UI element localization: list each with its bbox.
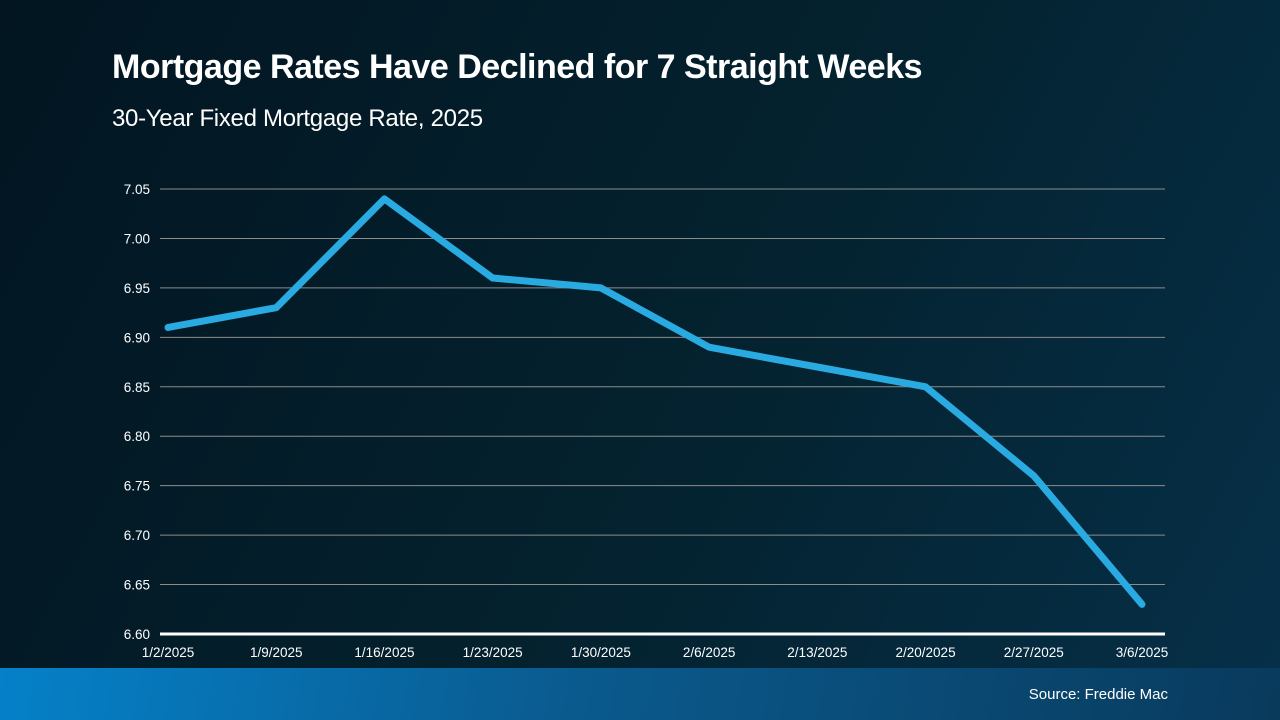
- source-label: Source: Freddie Mac: [1028, 685, 1168, 703]
- x-tick-label: 2/6/2025: [683, 645, 736, 660]
- y-tick-label: 6.80: [124, 429, 150, 444]
- chart-header: Mortgage Rates Have Declined for 7 Strai…: [112, 48, 923, 133]
- footer-bar: Source: Freddie Mac: [0, 668, 1280, 720]
- x-tick-label: 3/6/2025: [1116, 645, 1169, 660]
- x-tick-label: 2/20/2025: [896, 645, 956, 660]
- y-tick-label: 6.90: [124, 330, 150, 345]
- x-tick-label: 1/30/2025: [571, 645, 631, 660]
- y-tick-label: 6.70: [124, 528, 150, 543]
- line-chart: 6.60 6.65 6.70 6.75 6.80 6.85 6.90 6.95 7.00 7.05…: [0, 160, 1280, 668]
- y-tick-label: 6.60: [124, 627, 150, 642]
- y-tick-label: 6.85: [124, 380, 150, 395]
- y-tick-label: 6.95: [124, 281, 150, 296]
- x-tick-label: 1/9/2025: [250, 645, 303, 660]
- chart-title: Mortgage Rates Have Declined for 7 Strai…: [112, 48, 923, 86]
- chart-subtitle: 30-Year Fixed Mortgage Rate, 2025: [112, 105, 483, 132]
- y-tick-label: 6.75: [124, 479, 150, 494]
- rate-line-series: [164, 195, 1146, 608]
- y-tick-label: 7.00: [124, 231, 150, 246]
- x-tick-label: 1/16/2025: [354, 645, 414, 660]
- y-tick-label: 7.05: [124, 182, 150, 197]
- x-tick-label: 2/13/2025: [787, 645, 847, 660]
- x-tick-label: 1/2/2025: [142, 645, 195, 660]
- x-tick-label: 2/27/2025: [1004, 645, 1064, 660]
- y-tick-label: 6.65: [124, 578, 150, 593]
- x-tick-label: 1/23/2025: [463, 645, 523, 660]
- line-chart-svg: 6.60 6.65 6.70 6.75 6.80 6.85 6.90 6.95 7.00 7.05…: [124, 182, 1169, 660]
